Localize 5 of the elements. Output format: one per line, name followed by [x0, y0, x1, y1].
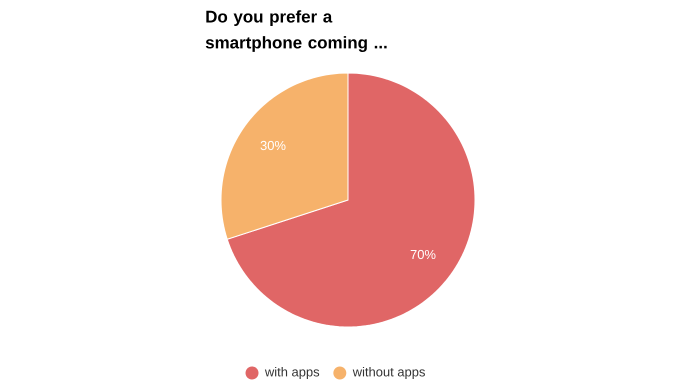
data-label: 70%	[410, 250, 436, 260]
chart-title: Do you prefer a smartphone coming ...	[206, 10, 387, 52]
legend-label: with apps	[264, 366, 320, 380]
data-label: 30%	[260, 140, 286, 150]
legend-label: without apps	[352, 366, 425, 380]
